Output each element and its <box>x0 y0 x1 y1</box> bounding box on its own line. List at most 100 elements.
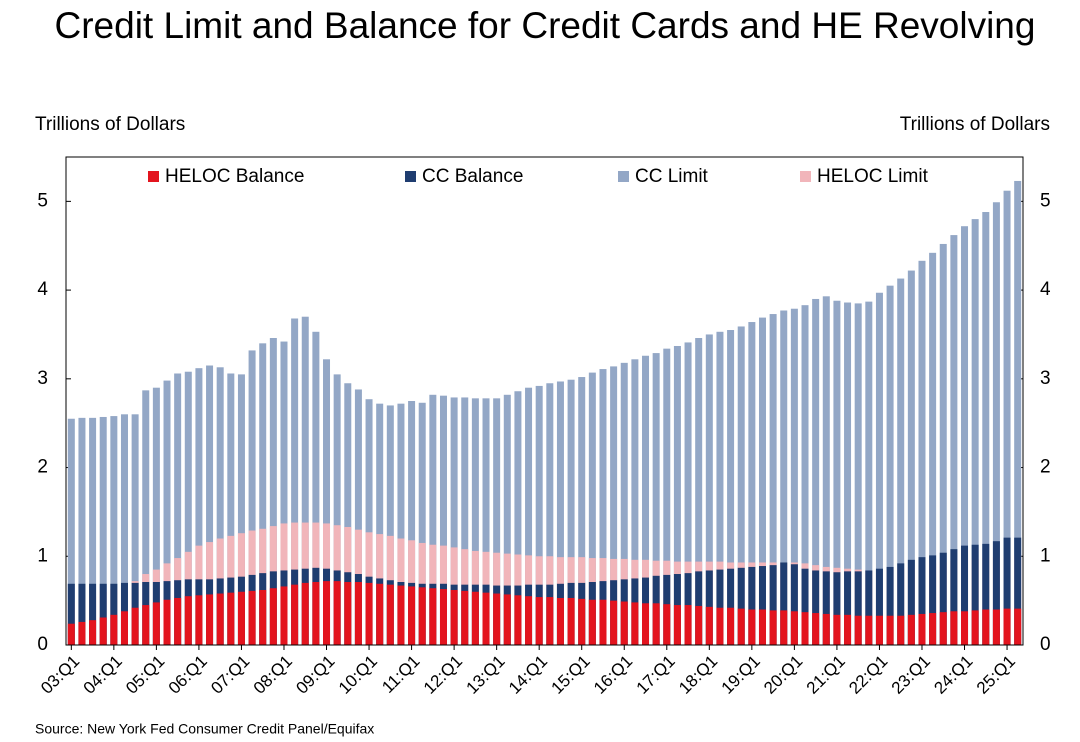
bar <box>822 613 830 645</box>
y-tick-label: 5 <box>37 190 48 211</box>
bar <box>971 219 979 646</box>
bar <box>865 615 873 645</box>
legend-label: HELOC Balance <box>165 166 304 187</box>
bar <box>461 397 469 645</box>
bar <box>312 331 320 645</box>
bar <box>280 341 288 645</box>
bar <box>1003 190 1011 645</box>
bar <box>631 602 639 645</box>
bar <box>525 596 533 645</box>
bar <box>918 613 926 645</box>
x-tick-label: 09:Q1 <box>292 652 338 698</box>
bar <box>493 398 501 645</box>
bar <box>227 592 235 645</box>
bar <box>875 292 883 645</box>
bar <box>1003 537 1011 645</box>
bar <box>99 617 107 645</box>
bar <box>376 583 384 645</box>
bar <box>642 603 650 645</box>
legend-swatch <box>800 171 811 182</box>
bar <box>450 589 458 645</box>
bar <box>556 381 564 645</box>
bar <box>705 334 713 645</box>
bar <box>780 310 788 645</box>
bar <box>748 322 756 645</box>
x-tick-label: 22:Q1 <box>845 652 891 698</box>
bar <box>514 595 522 645</box>
bar <box>216 593 224 645</box>
bar <box>833 300 841 645</box>
bar <box>259 343 267 645</box>
x-tick-label: 17:Q1 <box>633 652 679 698</box>
bar <box>737 567 745 645</box>
bar <box>471 398 479 645</box>
bar <box>376 403 384 645</box>
bar <box>854 303 862 645</box>
bar <box>323 359 331 645</box>
bar <box>120 611 128 645</box>
x-tick-label: 20:Q1 <box>760 652 806 698</box>
bar <box>206 594 214 645</box>
bar <box>99 416 107 645</box>
x-tick-label: 21:Q1 <box>803 652 849 698</box>
bar <box>365 582 373 645</box>
bar <box>780 562 788 645</box>
bar <box>844 302 852 645</box>
bar <box>567 379 575 645</box>
bar <box>471 591 479 645</box>
bar <box>897 563 905 645</box>
bar <box>865 301 873 645</box>
bar <box>67 583 75 645</box>
bar <box>237 591 245 645</box>
bar <box>673 345 681 645</box>
bar <box>535 385 543 645</box>
bar <box>89 417 97 645</box>
bar <box>89 620 97 645</box>
bar <box>142 605 150 645</box>
bar <box>992 202 1000 645</box>
bar <box>482 398 490 645</box>
bar <box>174 597 182 645</box>
bar <box>854 571 862 645</box>
bar <box>801 568 809 645</box>
bar <box>673 605 681 645</box>
bar <box>461 590 469 645</box>
bar <box>875 568 883 645</box>
bar <box>929 555 937 645</box>
bar <box>301 316 309 645</box>
bar <box>89 583 97 645</box>
x-tick-label: 19:Q1 <box>718 652 764 698</box>
bar <box>769 565 777 645</box>
bar <box>897 615 905 645</box>
bar <box>663 348 671 645</box>
bar <box>737 608 745 645</box>
bar <box>1014 180 1022 645</box>
bar <box>961 611 969 645</box>
bar <box>961 226 969 645</box>
bar <box>67 623 75 645</box>
bar <box>206 365 214 645</box>
bar <box>918 260 926 645</box>
x-tick-label: 05:Q1 <box>122 652 168 698</box>
bar <box>578 377 586 645</box>
bar <box>408 401 416 645</box>
bar <box>503 594 511 645</box>
bar <box>280 586 288 645</box>
bar <box>790 308 798 645</box>
chart-title: Credit Limit and Balance for Credit Card… <box>54 5 1036 46</box>
bar <box>950 611 958 645</box>
bar <box>248 350 256 645</box>
bar <box>758 317 766 645</box>
x-tick-label: 03:Q1 <box>37 652 83 698</box>
bar <box>812 298 820 645</box>
x-tick-label: 25:Q1 <box>973 652 1019 698</box>
y2-tick-label: 2 <box>1040 457 1051 478</box>
bar <box>1014 608 1022 645</box>
bar <box>907 270 915 645</box>
bar <box>748 609 756 645</box>
bar <box>663 604 671 645</box>
bar <box>886 615 894 645</box>
bar <box>812 570 820 645</box>
bar <box>291 584 299 645</box>
